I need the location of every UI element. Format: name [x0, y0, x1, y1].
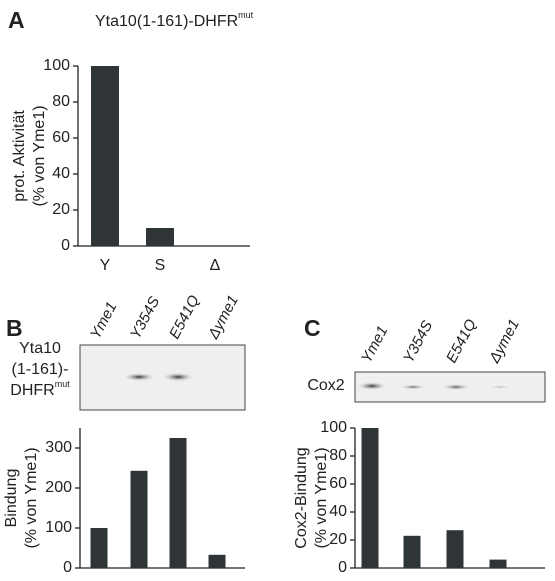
- bar: [446, 530, 464, 568]
- band: [123, 373, 155, 381]
- lane-label: Y354S: [127, 294, 163, 342]
- y-tick-label: 40: [52, 165, 70, 182]
- bar: [90, 528, 108, 568]
- title-text: Yta10(1-161)-DHFR: [95, 13, 238, 30]
- blot-label: Yta10: [19, 340, 61, 357]
- lane-label: Yme1: [358, 323, 391, 366]
- y-tick-label: 100: [43, 57, 70, 74]
- blot-label-line: Cox2: [307, 377, 344, 394]
- x-tick-label: Y: [100, 257, 111, 274]
- lane-label: Y354S: [400, 318, 436, 366]
- bar: [403, 535, 421, 568]
- lane-label: E541Q: [166, 292, 203, 342]
- bar: [361, 428, 379, 568]
- blot-label-line: (1-161)-: [12, 361, 69, 378]
- bar: [208, 554, 226, 568]
- title-superscript: mut: [238, 10, 254, 20]
- y-tick-label: 0: [338, 559, 347, 576]
- x-tick-label: Δ: [210, 257, 221, 274]
- y-tick-label: 40: [329, 503, 347, 520]
- blot-label: DHFRmut: [10, 379, 70, 399]
- y-axis-label: (% von Yme1): [23, 447, 40, 548]
- panel-letter: C: [304, 315, 321, 341]
- y-tick-label: 20: [52, 201, 70, 218]
- chart-title: Yta10(1-161)-DHFRmut: [95, 10, 254, 30]
- x-tick-label: S: [155, 257, 166, 274]
- y-tick-label: 0: [61, 237, 70, 254]
- bar: [130, 470, 148, 568]
- band: [490, 385, 510, 389]
- y-tick-label: 60: [329, 475, 347, 492]
- bar: [169, 438, 187, 568]
- y-tick-label: 300: [45, 439, 72, 456]
- band: [400, 384, 426, 390]
- y-tick-label: 20: [329, 531, 347, 548]
- y-axis-label: (% von Yme1): [31, 105, 48, 206]
- blot-label-line: DHFR: [10, 382, 54, 399]
- y-axis-label: Cox2-Bindung: [293, 447, 310, 548]
- y-tick-label: 100: [320, 419, 347, 436]
- lane-label: Δyme1: [486, 316, 523, 366]
- band: [162, 372, 194, 382]
- blot-label-superscript: mut: [55, 379, 71, 389]
- lane-label: Yme1: [87, 299, 120, 342]
- y-tick-label: 100: [45, 519, 72, 536]
- lane-label: Δyme1: [205, 292, 242, 342]
- blot-label: (1-161)-: [12, 361, 69, 378]
- y-tick-label: 80: [329, 447, 347, 464]
- y-axis-label: (% von Yme1): [313, 447, 330, 548]
- bar: [489, 559, 507, 568]
- lane-label: E541Q: [443, 316, 480, 366]
- panel-letter: A: [8, 7, 25, 33]
- bar: [91, 66, 119, 246]
- y-tick-label: 200: [45, 479, 72, 496]
- y-axis-label: Bindung: [3, 469, 20, 528]
- blot-label-line: Yta10: [19, 340, 61, 357]
- y-axis-label: prot. Aktivität: [11, 110, 28, 202]
- band: [357, 382, 387, 390]
- y-tick-label: 0: [63, 559, 72, 576]
- y-tick-label: 60: [52, 129, 70, 146]
- band: [442, 384, 470, 390]
- blot-label: Cox2: [307, 377, 344, 394]
- panel-letter: B: [6, 315, 23, 341]
- y-tick-label: 80: [52, 93, 70, 110]
- bar: [146, 228, 174, 246]
